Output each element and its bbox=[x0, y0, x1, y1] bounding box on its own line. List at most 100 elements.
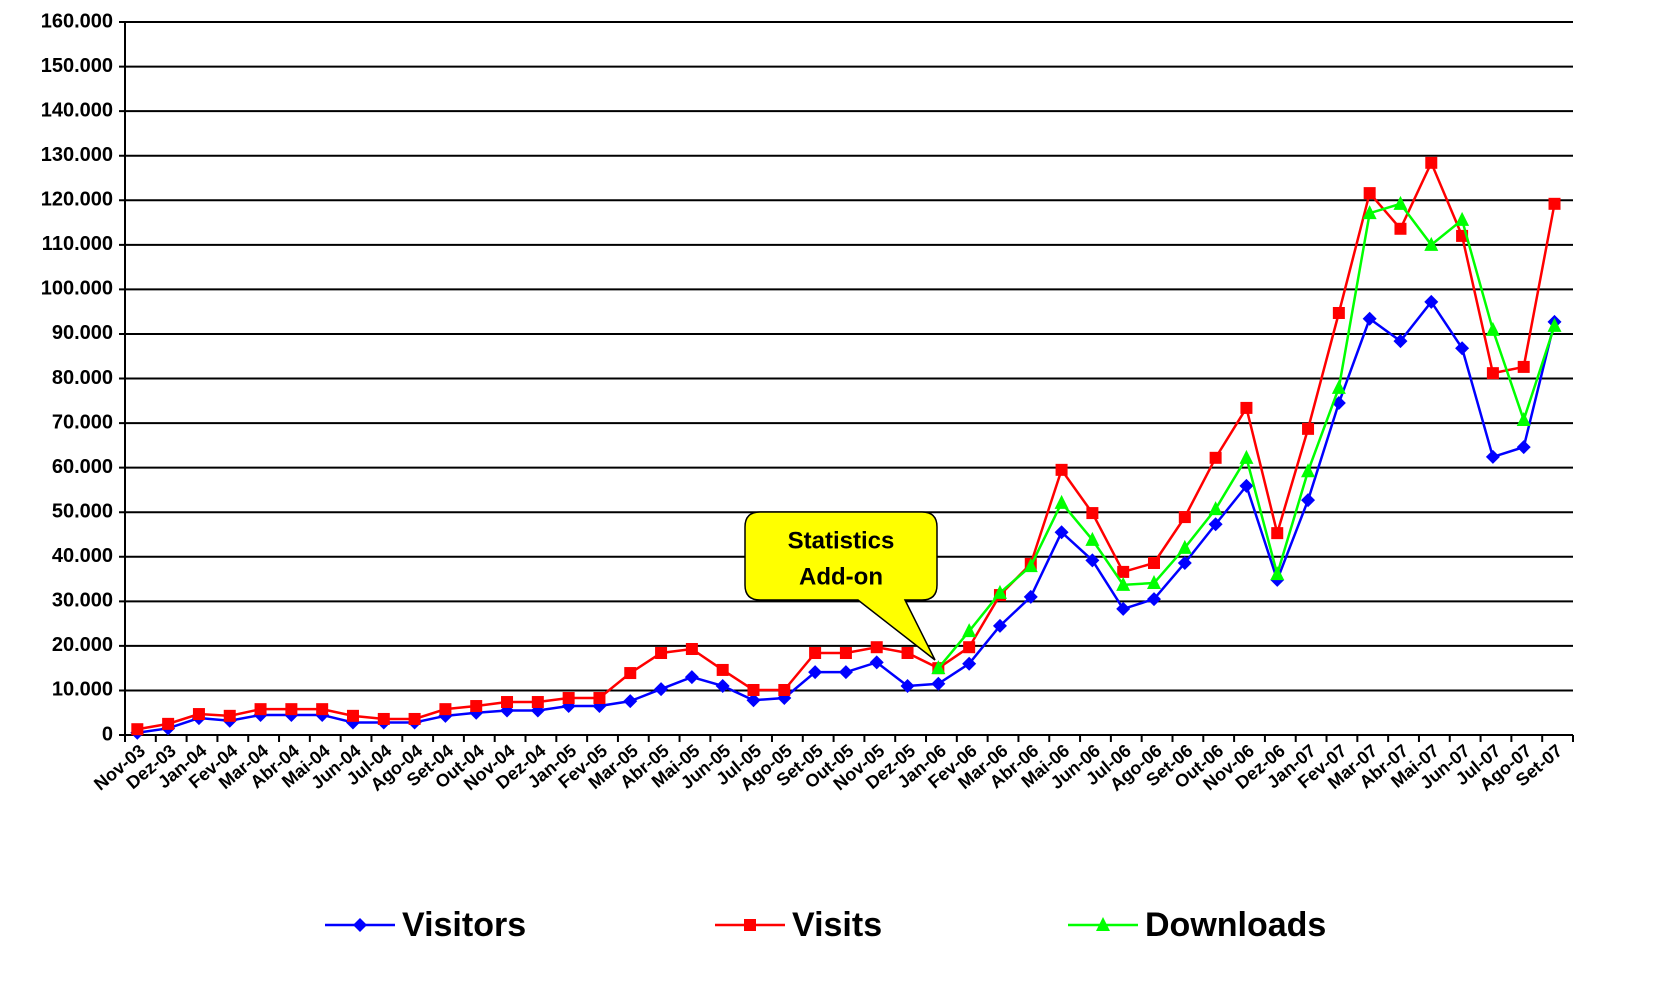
marker bbox=[869, 655, 884, 670]
marker bbox=[1239, 478, 1254, 493]
marker bbox=[1332, 306, 1345, 319]
marker bbox=[839, 647, 852, 660]
y-tick-label: 90.000 bbox=[52, 322, 113, 344]
marker bbox=[1208, 501, 1223, 516]
marker bbox=[501, 696, 514, 709]
marker bbox=[808, 665, 823, 680]
y-tick-label: 80.000 bbox=[52, 367, 113, 389]
marker bbox=[1023, 558, 1038, 573]
marker bbox=[1023, 589, 1038, 604]
y-tick-label: 40.000 bbox=[52, 545, 113, 567]
y-tick-label: 160.000 bbox=[41, 10, 113, 32]
marker bbox=[1547, 317, 1562, 332]
marker bbox=[1240, 401, 1253, 414]
annotation-line: Add-on bbox=[799, 563, 883, 590]
legend-label: Downloads bbox=[1145, 906, 1326, 944]
marker bbox=[1485, 321, 1500, 336]
y-tick-label: 110.000 bbox=[42, 233, 113, 255]
y-tick-label: 130.000 bbox=[41, 144, 113, 166]
marker bbox=[377, 712, 390, 725]
y-tick-label: 150.000 bbox=[41, 55, 113, 77]
marker bbox=[716, 663, 729, 676]
marker bbox=[1424, 236, 1439, 251]
marker bbox=[900, 678, 915, 693]
marker bbox=[1424, 294, 1439, 309]
y-tick-label: 70.000 bbox=[52, 411, 113, 433]
marker bbox=[562, 692, 575, 705]
marker bbox=[1208, 517, 1223, 532]
marker bbox=[684, 670, 699, 685]
marker bbox=[931, 676, 946, 691]
callout-box bbox=[744, 511, 938, 661]
marker bbox=[1085, 531, 1100, 546]
y-tick-label: 120.000 bbox=[41, 189, 113, 211]
y-tick-label: 20.000 bbox=[52, 634, 113, 656]
marker bbox=[408, 712, 421, 725]
legend-marker bbox=[353, 918, 367, 932]
marker bbox=[1394, 222, 1407, 235]
marker bbox=[131, 723, 144, 736]
marker bbox=[285, 703, 298, 716]
marker bbox=[1301, 463, 1316, 478]
marker bbox=[1178, 511, 1191, 524]
y-tick-label: 100.000 bbox=[41, 278, 113, 300]
marker bbox=[1147, 592, 1162, 607]
marker bbox=[1486, 367, 1499, 380]
marker bbox=[1209, 451, 1222, 464]
marker bbox=[685, 642, 698, 655]
marker bbox=[962, 623, 977, 638]
marker bbox=[746, 693, 761, 708]
legend-marker bbox=[744, 919, 756, 931]
legend-label: Visitors bbox=[402, 906, 526, 944]
marker bbox=[1117, 565, 1130, 578]
marker bbox=[624, 667, 637, 680]
annotation-line: Statistics bbox=[788, 527, 895, 554]
marker bbox=[1270, 566, 1285, 581]
marker bbox=[1177, 539, 1192, 554]
marker bbox=[655, 647, 668, 660]
marker bbox=[962, 656, 977, 671]
marker bbox=[1054, 525, 1069, 540]
y-tick-label: 30.000 bbox=[52, 590, 113, 612]
callout: Statistics Add-on bbox=[744, 511, 938, 661]
marker bbox=[593, 692, 606, 705]
marker bbox=[346, 709, 359, 722]
marker bbox=[1054, 494, 1069, 509]
marker bbox=[838, 665, 853, 680]
marker bbox=[963, 641, 976, 654]
marker bbox=[470, 700, 483, 713]
marker bbox=[1517, 360, 1530, 373]
marker bbox=[254, 703, 267, 716]
marker bbox=[162, 717, 175, 730]
marker bbox=[1055, 463, 1068, 476]
marker bbox=[1177, 555, 1192, 570]
marker bbox=[778, 683, 791, 696]
y-tick-label: 50.000 bbox=[52, 500, 113, 522]
marker bbox=[901, 647, 914, 660]
marker bbox=[1301, 493, 1316, 508]
y-tick-label: 140.000 bbox=[41, 99, 113, 121]
marker bbox=[654, 682, 669, 697]
marker bbox=[931, 660, 946, 675]
marker bbox=[223, 709, 236, 722]
marker bbox=[1455, 341, 1470, 356]
marker bbox=[1425, 156, 1438, 169]
marker bbox=[192, 708, 205, 721]
marker bbox=[1363, 187, 1376, 200]
marker bbox=[531, 696, 544, 709]
marker bbox=[1362, 311, 1377, 326]
legend-marker bbox=[1096, 917, 1110, 931]
marker bbox=[623, 694, 638, 709]
marker bbox=[1485, 449, 1500, 464]
marker bbox=[1271, 527, 1284, 540]
marker bbox=[1516, 440, 1531, 455]
marker bbox=[1393, 195, 1408, 210]
marker bbox=[1086, 507, 1099, 520]
marker bbox=[870, 641, 883, 654]
marker bbox=[316, 703, 329, 716]
legend-label: Visits bbox=[792, 906, 882, 944]
series-line bbox=[137, 159, 1556, 731]
marker bbox=[1116, 601, 1131, 616]
marker bbox=[1548, 197, 1561, 210]
marker bbox=[1455, 211, 1470, 226]
